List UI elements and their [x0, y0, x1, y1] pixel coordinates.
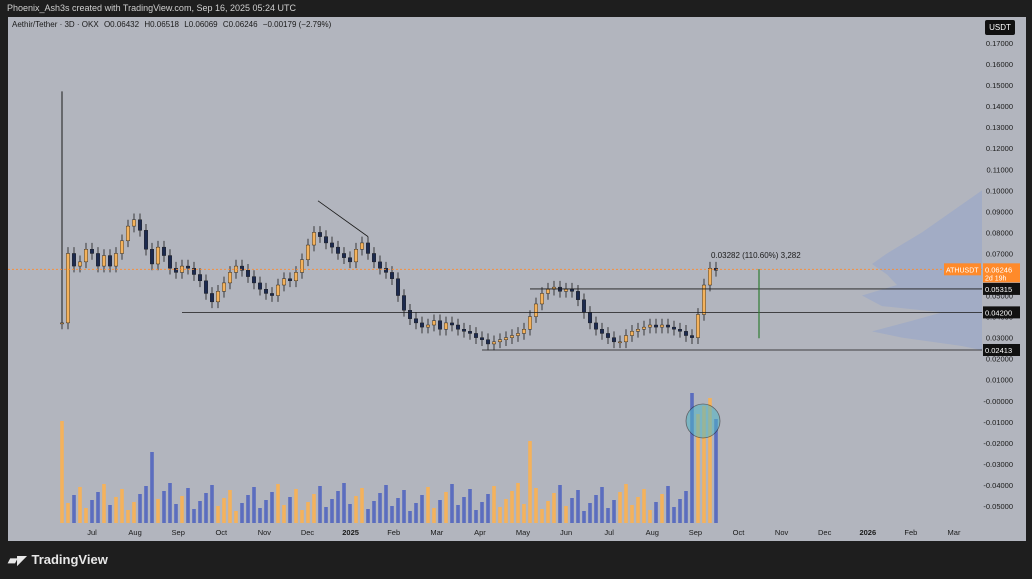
tradingview-logo[interactable]: ▰◤ TradingView	[8, 552, 108, 567]
currency-button[interactable]: USDT	[985, 20, 1015, 35]
ohlc-change: −0.00179 (−2.79%)	[262, 20, 332, 29]
price-axis[interactable]	[982, 17, 1026, 541]
chart-credit: Phoenix_Ash3s created with TradingView.c…	[0, 0, 1032, 17]
symbol-name[interactable]: Aethir/Tether · 3D · OKX	[12, 20, 99, 29]
chart-area[interactable]	[8, 17, 982, 541]
ohlc-low: L0.06069	[184, 20, 218, 29]
ohlc-high: H0.06518	[144, 20, 180, 29]
footer-bar	[0, 541, 1032, 579]
ohlc-open: O0.06432	[103, 20, 140, 29]
logo-text: TradingView	[31, 552, 108, 567]
ohlc-close: C0.06246	[222, 20, 258, 29]
symbol-legend: Aethir/Tether · 3D · OKX O0.06432 H0.065…	[12, 20, 334, 29]
tradingview-logo-icon: ▰◤	[8, 553, 27, 567]
